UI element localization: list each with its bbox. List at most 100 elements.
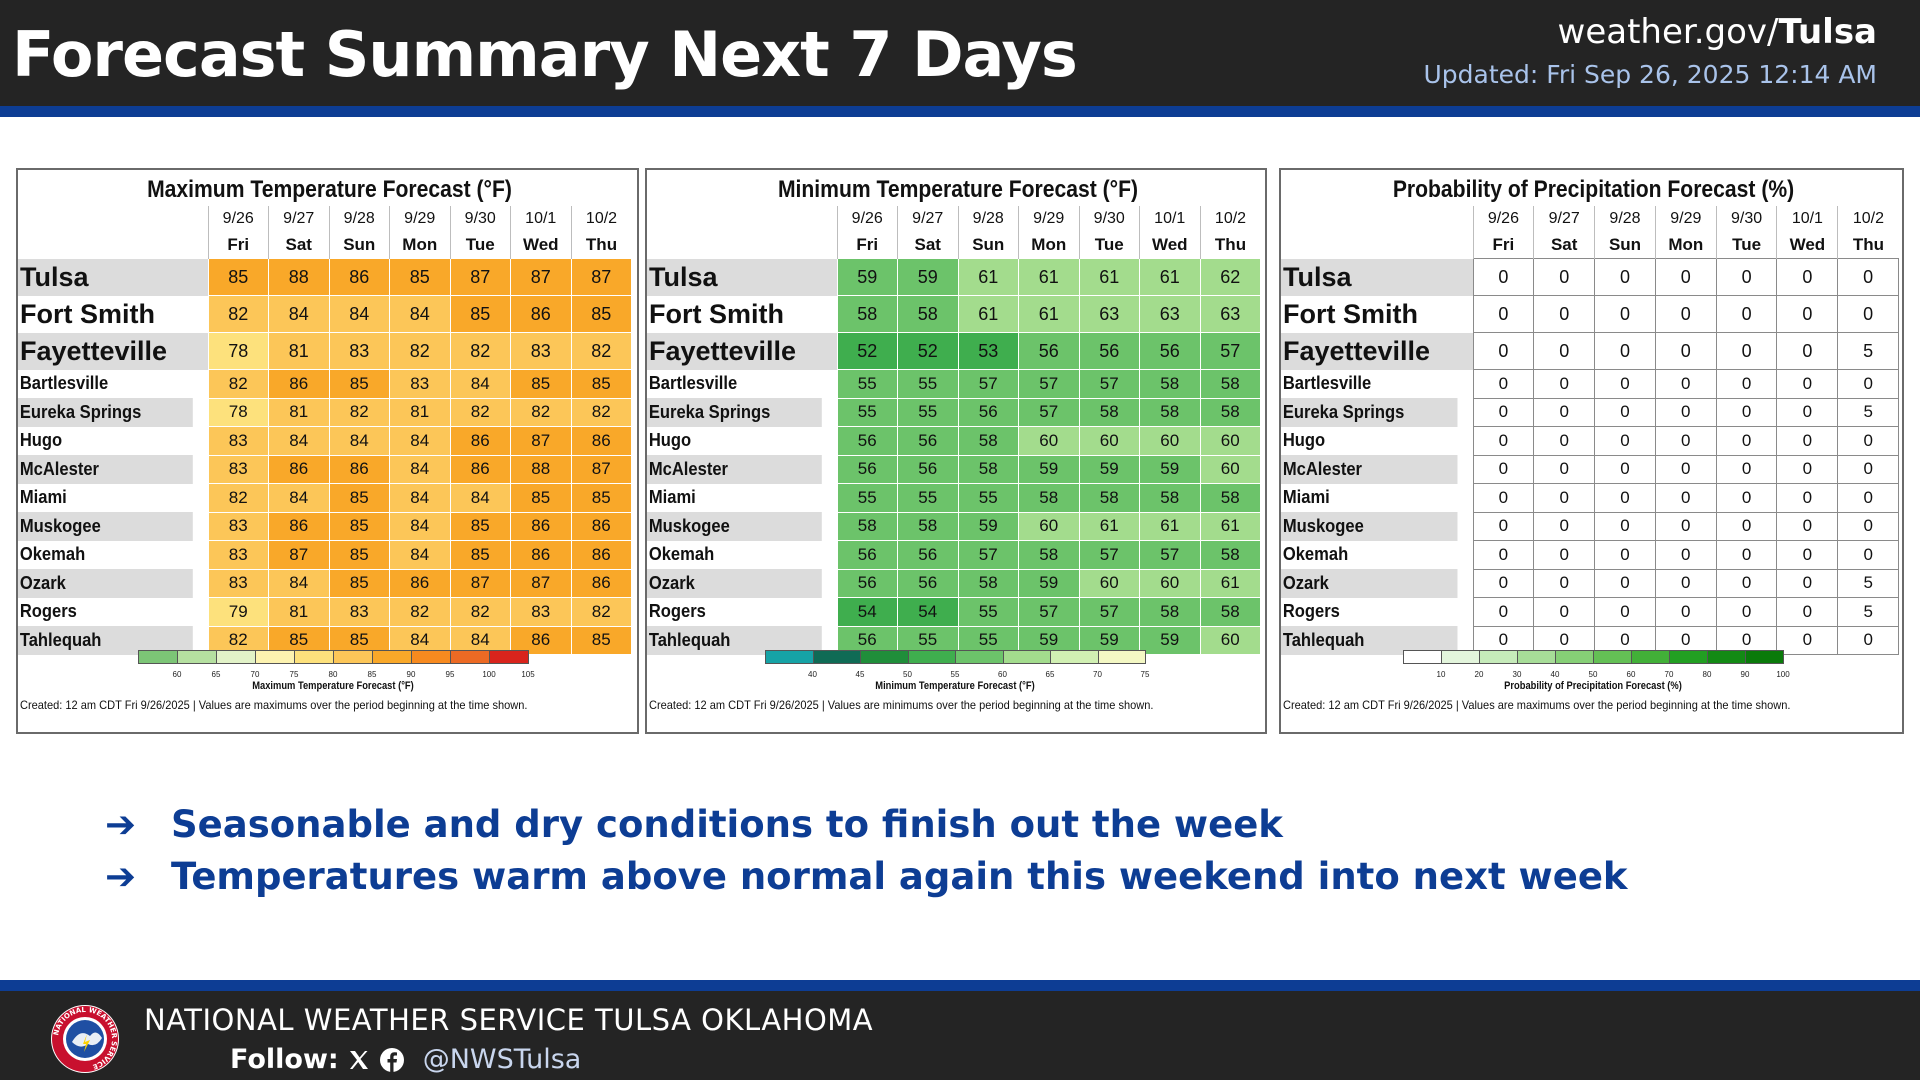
value-cell: 0 — [1715, 454, 1778, 484]
value-cell: 57 — [1078, 369, 1140, 399]
legend-tick-label: 50 — [903, 670, 912, 679]
day-name-header: Mon — [1018, 232, 1079, 259]
value-cell: 85 — [570, 483, 632, 513]
value-cell: 58 — [957, 426, 1019, 456]
value-cell: 0 — [1472, 511, 1535, 541]
value-cell: 0 — [1654, 511, 1717, 541]
value-cell: 56 — [897, 568, 959, 598]
value-cell: 0 — [1837, 511, 1900, 541]
city-name: Fort Smith — [1283, 298, 1418, 329]
value-cell: 0 — [1533, 511, 1596, 541]
value-cell: 0 — [1594, 540, 1656, 570]
value-cell: 58 — [1199, 369, 1261, 399]
table-row: Fayetteville 78 81 83 82 82 83 82 — [18, 332, 632, 370]
value-cell: 5 — [1837, 568, 1900, 598]
table-row: Fort Smith 0 0 0 0 0 0 0 — [1281, 295, 1900, 333]
arrow-right-icon: ➔ — [105, 802, 137, 846]
value-cell: 0 — [1776, 454, 1839, 484]
value-cell: 52 — [897, 332, 959, 370]
value-cell: 0 — [1472, 426, 1535, 456]
legend-swatch — [177, 650, 217, 664]
day-date-header: 9/26 — [836, 206, 898, 232]
value-cell: 83 — [328, 332, 390, 370]
value-cell: 60 — [1139, 568, 1201, 598]
header-spacer — [647, 232, 837, 259]
value-cell: 55 — [957, 483, 1019, 513]
facebook-logo-icon[interactable] — [379, 1047, 405, 1073]
value-cell: 0 — [1837, 625, 1900, 655]
value-cell: 84 — [389, 454, 451, 484]
value-cell: 85 — [328, 483, 390, 513]
value-cell: 56 — [1139, 332, 1201, 370]
value-cell: 0 — [1715, 295, 1778, 333]
city-name: Bartlesville — [19, 373, 109, 394]
x-logo-icon[interactable] — [347, 1048, 371, 1072]
value-cell: 59 — [1078, 454, 1140, 484]
day-name-header: Tue — [1715, 232, 1777, 259]
day-date-header: 9/27 — [897, 206, 958, 232]
value-cell: 0 — [1472, 397, 1535, 427]
legend-swatch — [1555, 650, 1594, 664]
table-row: Bartlesville 55 55 57 57 57 58 58 — [647, 369, 1261, 399]
value-cell: 60 — [1078, 568, 1140, 598]
value-cell: 86 — [389, 568, 451, 598]
value-cell: 55 — [836, 369, 898, 399]
value-cell: 84 — [389, 426, 451, 456]
legend-swatch — [1097, 650, 1146, 664]
value-cell: 0 — [1715, 426, 1778, 456]
value-cell: 84 — [268, 483, 330, 513]
value-cell: 57 — [1078, 597, 1140, 627]
social-handle[interactable]: @NWSTulsa — [422, 1044, 582, 1075]
value-cell: 0 — [1837, 454, 1900, 484]
value-cell: 54 — [836, 597, 898, 627]
city-name: Fayetteville — [647, 332, 837, 370]
value-cell: 0 — [1472, 295, 1535, 333]
city-name: Fayetteville — [18, 332, 208, 370]
city-name: Hugo — [1282, 430, 1326, 451]
value-cell: 85 — [449, 295, 511, 333]
legend-swatch — [1002, 650, 1051, 664]
value-cell: 58 — [1139, 397, 1201, 427]
max-temp-table: 9/26 9/27 9/28 9/29 9/30 10/1 10/2 Fri Sat Sun Mon… — [18, 206, 632, 655]
value-cell: 0 — [1594, 568, 1656, 598]
value-cell: 0 — [1715, 483, 1778, 513]
site-link[interactable]: weather.gov/Tulsa — [1558, 12, 1877, 52]
value-cell: 58 — [1199, 597, 1261, 627]
city-name: Tahlequah — [1281, 626, 1458, 655]
value-cell: 81 — [268, 597, 330, 627]
value-cell: 56 — [1018, 332, 1080, 370]
value-cell: 58 — [1078, 483, 1140, 513]
value-cell: 87 — [510, 258, 572, 296]
value-cell: 56 — [836, 426, 898, 456]
value-cell: 56 — [957, 397, 1019, 427]
day-date-header: 10/2 — [1199, 206, 1261, 232]
value-cell: 86 — [510, 540, 572, 570]
header-spacer — [1281, 232, 1473, 259]
value-cell: 60 — [1199, 625, 1261, 655]
legend-swatch — [812, 650, 861, 664]
value-cell: 87 — [510, 568, 572, 598]
legend-title: Maximum Temperature Forecast (°F) — [252, 680, 414, 692]
value-cell: 86 — [570, 511, 632, 541]
value-cell: 61 — [957, 258, 1019, 296]
value-cell: 0 — [1594, 295, 1656, 333]
value-cell: 84 — [328, 426, 390, 456]
value-cell: 81 — [268, 397, 330, 427]
value-cell: 58 — [836, 511, 898, 541]
value-cell: 0 — [1776, 332, 1839, 370]
city-name: Hugo — [19, 430, 63, 451]
value-cell: 82 — [570, 332, 632, 370]
value-cell: 84 — [389, 295, 451, 333]
day-name-header: Tue — [1078, 232, 1140, 259]
legend-swatch — [1593, 650, 1632, 664]
city-name: McAlester — [18, 455, 193, 484]
value-cell: 87 — [570, 454, 632, 484]
created-note: Created: 12 am CDT Fri 9/26/2025 | Value… — [649, 698, 1154, 712]
value-cell: 56 — [836, 568, 898, 598]
value-cell: 0 — [1533, 597, 1596, 627]
value-cell: 58 — [957, 454, 1019, 484]
header-spacer — [18, 232, 208, 259]
header-spacer — [18, 206, 208, 232]
table-row: Tulsa 59 59 61 61 61 61 62 — [647, 258, 1261, 296]
legend-tick-label: 40 — [1550, 670, 1560, 679]
